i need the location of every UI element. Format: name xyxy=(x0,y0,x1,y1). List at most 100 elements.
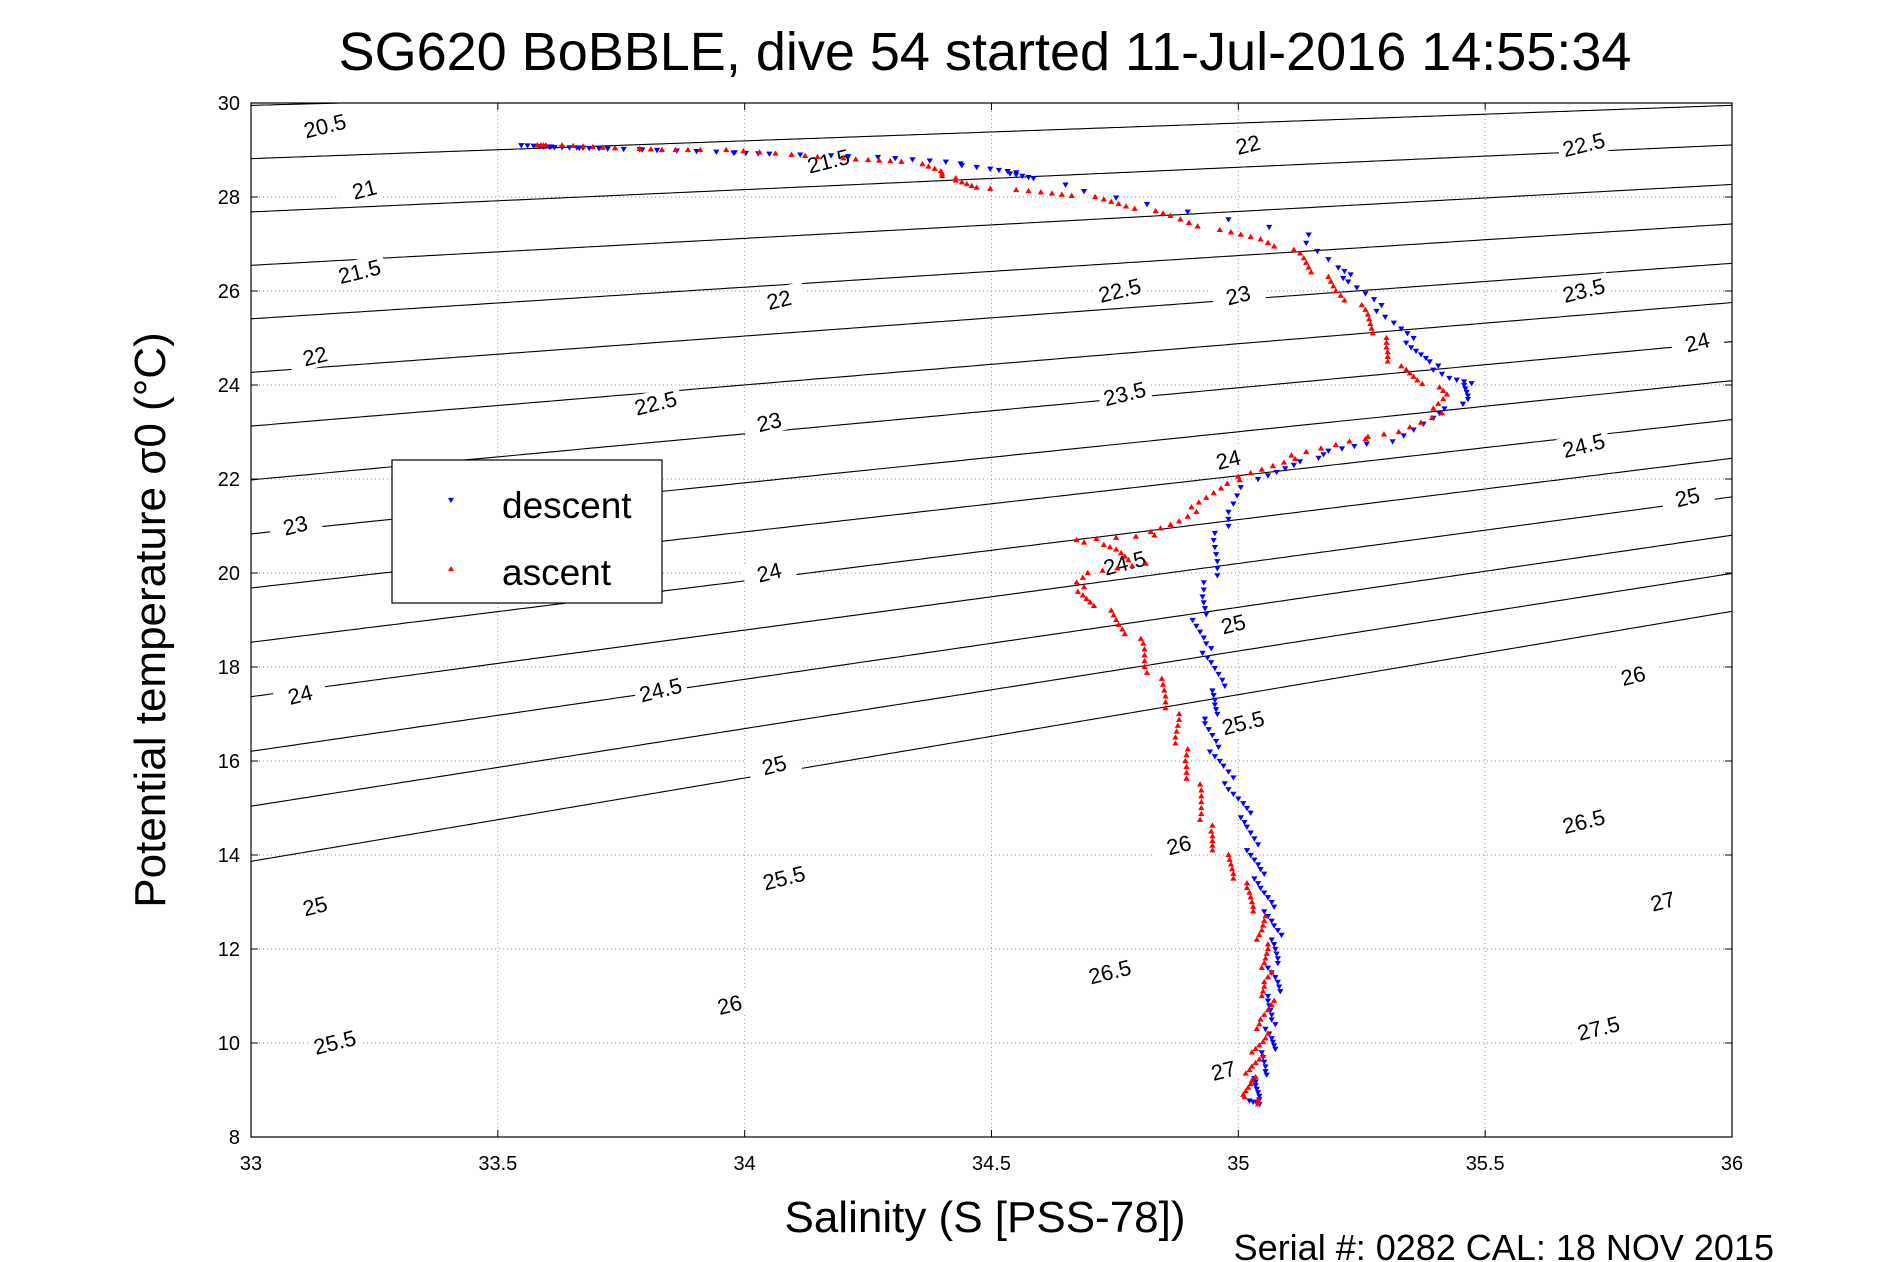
ascent-point xyxy=(1435,400,1442,406)
ascent-point xyxy=(1364,311,1372,317)
contour-label-background xyxy=(800,142,857,179)
ascent-point xyxy=(1280,459,1288,465)
descent-point xyxy=(1273,951,1280,957)
ascent-point xyxy=(1384,348,1391,355)
ascent-point xyxy=(1196,781,1204,787)
ascent-point xyxy=(1175,716,1183,722)
ascent-point xyxy=(658,146,666,153)
descent-point xyxy=(1203,612,1210,618)
descent-point xyxy=(1264,998,1272,1004)
ascent-point xyxy=(1263,950,1270,956)
ascent-point xyxy=(1264,945,1272,952)
ascent-point xyxy=(814,153,821,160)
descent-point xyxy=(1463,389,1470,396)
contour-label: 24 xyxy=(285,680,315,710)
ascent-point xyxy=(925,163,932,169)
ascent-point xyxy=(1288,452,1295,458)
descent-point xyxy=(730,150,737,156)
density-contour-22.5 xyxy=(250,223,1733,320)
ascent-point xyxy=(579,143,587,149)
ascent-point xyxy=(534,142,541,148)
contour-label: 22 xyxy=(300,341,330,371)
descent-point xyxy=(1274,979,1281,986)
ascent-point xyxy=(1443,391,1451,397)
descent-point xyxy=(604,146,611,152)
descent-point xyxy=(1468,381,1475,387)
ascent-point xyxy=(1300,254,1307,261)
descent-point xyxy=(1200,580,1207,586)
contour-label-background xyxy=(336,171,393,207)
x-tick-label: 34 xyxy=(734,1153,756,1175)
density-contour-26.5 xyxy=(250,534,1733,752)
ascent-point xyxy=(1158,675,1165,681)
descent-point xyxy=(1268,937,1275,943)
ascent-point xyxy=(1246,1066,1253,1073)
descent-point xyxy=(1215,744,1222,751)
density-contour-27 xyxy=(250,572,1733,807)
density-contour-27.5 xyxy=(250,610,1733,862)
contour-label-background xyxy=(1205,605,1262,642)
ascent-point xyxy=(1236,476,1243,483)
descent-point xyxy=(995,167,1003,174)
descent-point xyxy=(1237,815,1244,821)
descent-point xyxy=(1205,727,1212,733)
contour-label-background xyxy=(627,384,684,421)
descent-point xyxy=(1225,787,1232,793)
ascent-point xyxy=(1258,466,1265,472)
descent-point xyxy=(1351,443,1358,450)
descent-point xyxy=(1305,232,1312,238)
descent-point xyxy=(1211,754,1219,760)
ascent-point xyxy=(1259,988,1267,994)
ascent-point xyxy=(1440,395,1447,402)
contour-label-background xyxy=(286,887,344,924)
descent-point xyxy=(1251,857,1258,863)
ascent-point xyxy=(1438,410,1446,416)
contour-label-background xyxy=(1091,272,1148,308)
ascent-point xyxy=(1242,1070,1249,1076)
descent-point xyxy=(1446,375,1453,382)
ascent-point xyxy=(1110,612,1117,618)
ascent-point xyxy=(788,151,795,157)
ascent-point xyxy=(1268,1002,1275,1008)
density-contour-24 xyxy=(250,341,1733,481)
ascent-point xyxy=(1106,543,1114,550)
ascent-point xyxy=(1152,207,1159,214)
contour-label: 25 xyxy=(1673,482,1703,512)
serial-calibration-footer: Serial #: 0282 CAL: 18 NOV 2015 xyxy=(1234,1227,1774,1262)
ascent-point xyxy=(1121,553,1128,559)
descent-point xyxy=(1270,1043,1278,1049)
ascent-point xyxy=(1384,353,1391,359)
x-tick-label: 33.5 xyxy=(478,1153,517,1175)
contour-label: 25 xyxy=(300,891,330,921)
descent-point xyxy=(1243,848,1251,854)
ascent-point xyxy=(1250,908,1257,914)
descent-point xyxy=(1268,1036,1275,1042)
legend: descent ascent xyxy=(391,459,663,604)
ascent-point xyxy=(1209,822,1216,828)
ascent-point xyxy=(1115,621,1122,627)
descent-point xyxy=(1256,1093,1263,1100)
legend-marker-ascent xyxy=(448,566,454,572)
descent-point xyxy=(1211,666,1219,672)
descent-point xyxy=(1210,537,1217,544)
contour-label-background xyxy=(286,337,344,374)
x-tick-label: 35 xyxy=(1227,1153,1249,1175)
ascent-point xyxy=(1419,380,1426,386)
descent-point xyxy=(1261,890,1268,896)
contour-label: 27 xyxy=(1648,886,1678,916)
y-tick-label: 14 xyxy=(218,845,240,867)
ascent-point xyxy=(1303,448,1310,455)
ascent-point xyxy=(1092,193,1099,200)
descent-point xyxy=(1247,852,1254,859)
ascent-point xyxy=(1247,469,1254,476)
ascent-point xyxy=(1330,283,1337,289)
descent-point xyxy=(1201,606,1209,612)
ascent-point xyxy=(1198,810,1205,816)
x-tick-label: 34.5 xyxy=(972,1153,1011,1175)
descent-point xyxy=(1225,769,1232,775)
ascent-point xyxy=(1225,851,1232,858)
ascent-point xyxy=(1080,583,1088,590)
descent-point xyxy=(1441,406,1448,412)
ascent-point xyxy=(952,175,959,181)
ascent-point xyxy=(1290,246,1297,252)
